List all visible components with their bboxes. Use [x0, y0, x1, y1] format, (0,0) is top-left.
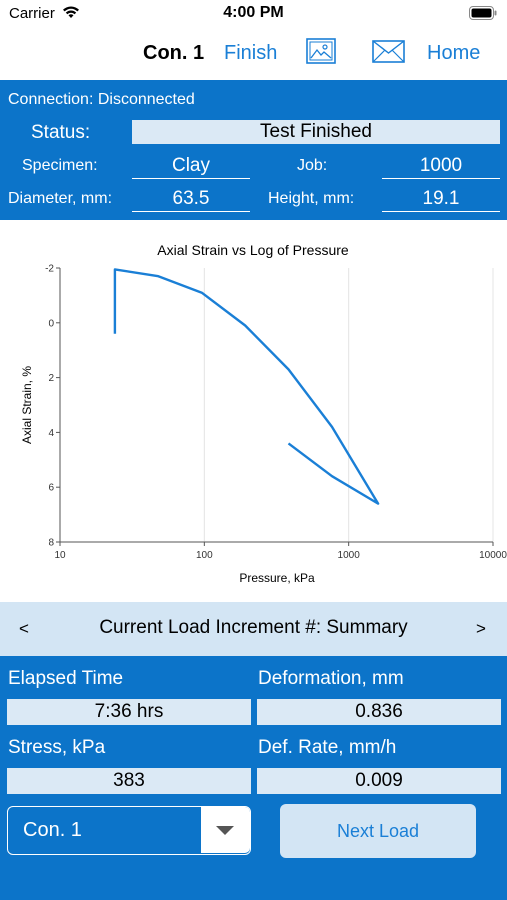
- chevron-down-icon: [216, 826, 234, 835]
- next-load-button[interactable]: Next Load: [280, 804, 476, 858]
- clock: 4:00 PM: [223, 4, 284, 21]
- mail-icon[interactable]: [372, 40, 405, 68]
- chart-title: Axial Strain vs Log of Pressure: [157, 242, 349, 258]
- elapsed-time-label: Elapsed Time: [8, 668, 124, 689]
- def-rate-value: 0.009: [257, 768, 501, 794]
- chart-x-tick-label: 10: [54, 550, 66, 561]
- chart-y-axis-label: Axial Strain, %: [20, 366, 34, 444]
- def-rate-label: Def. Rate, mm/h: [258, 737, 397, 758]
- height-label: Height, mm:: [268, 190, 355, 207]
- chart-y-tick-label: 6: [48, 483, 54, 494]
- consolidometer-select[interactable]: Con. 1: [7, 806, 251, 855]
- stress-label: Stress, kPa: [8, 737, 106, 758]
- next-increment-button[interactable]: >: [476, 619, 486, 638]
- status-bar: Carrier 4:00 PM: [0, 0, 507, 30]
- nav-bar: Con. 1 Finish Home: [0, 30, 507, 78]
- status-label: Status:: [31, 122, 91, 143]
- chart-x-tick-label: 10000: [479, 550, 507, 561]
- deformation-label: Deformation, mm: [258, 668, 404, 689]
- chart-x-tick-label: 1000: [338, 550, 361, 561]
- status-value: Test Finished: [132, 120, 500, 144]
- chart-y-tick-label: 8: [48, 538, 54, 549]
- connection-status: Connection: Disconnected: [8, 91, 195, 108]
- connection-info-panel: Connection: Disconnected Status: Test Fi…: [0, 80, 507, 220]
- chart-x-tick-label: 100: [196, 550, 213, 561]
- chart-series-line: [113, 268, 380, 505]
- battery-icon: [469, 6, 497, 25]
- carrier-label: Carrier: [9, 5, 55, 22]
- job-field[interactable]: 1000: [382, 153, 500, 179]
- stress-value: 383: [7, 768, 251, 794]
- chart-y-tick-label: 0: [48, 318, 54, 329]
- elapsed-time-value: 7:36 hrs: [7, 699, 251, 725]
- summary-panel: Elapsed Time Deformation, mm 7:36 hrs 0.…: [0, 656, 507, 900]
- image-icon[interactable]: [306, 38, 336, 69]
- deformation-value: 0.836: [257, 699, 501, 725]
- chart-canvas: Axial Strain vs Log of Pressure Pressure…: [20, 242, 507, 585]
- chart-y-tick-label: 4: [48, 428, 54, 439]
- job-label: Job:: [297, 157, 328, 174]
- diameter-label: Diameter, mm:: [8, 190, 113, 207]
- select-value: Con. 1: [23, 819, 82, 841]
- chart-y-tick-label: -2: [45, 264, 54, 275]
- specimen-label: Specimen:: [22, 157, 98, 174]
- increment-title: Current Load Increment #: Summary: [99, 617, 408, 638]
- specimen-field[interactable]: Clay: [132, 153, 250, 179]
- diameter-field[interactable]: 63.5: [132, 186, 250, 212]
- previous-increment-button[interactable]: <: [19, 619, 29, 638]
- load-increment-bar: < Current Load Increment #: Summary >: [0, 602, 507, 656]
- wifi-icon: [62, 5, 80, 24]
- chart-y-tick-label: 2: [48, 373, 54, 384]
- chart-x-axis-label: Pressure, kPa: [239, 571, 315, 585]
- page-title: Con. 1: [143, 42, 205, 64]
- strain-chart: Axial Strain vs Log of Pressure Pressure…: [0, 230, 507, 592]
- finish-button[interactable]: Finish: [224, 42, 278, 64]
- home-button[interactable]: Home: [427, 42, 481, 64]
- height-field[interactable]: 19.1: [382, 186, 500, 212]
- dropdown-button[interactable]: [201, 807, 250, 853]
